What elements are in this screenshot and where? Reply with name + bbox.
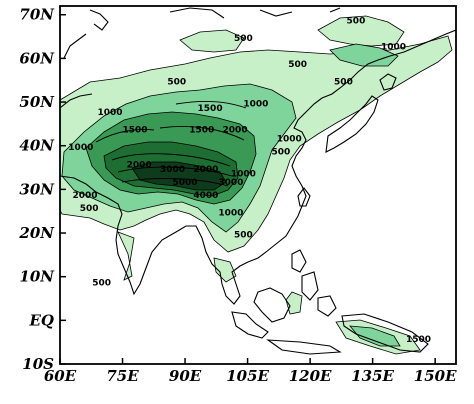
x-tick-label: 90E xyxy=(169,367,202,385)
y-axis: 70N 60N 50N 40N 30N 20N 10N EQ 10S xyxy=(18,6,66,373)
contour-value-label: 4000 xyxy=(193,191,218,201)
contour-value-label: 1500 xyxy=(123,126,148,136)
y-tick-label: EQ xyxy=(29,311,55,329)
x-tick-label: 150E xyxy=(414,367,457,385)
contour-value-label: 1500 xyxy=(198,104,223,114)
contour-value-label: 2000 xyxy=(127,161,152,171)
contour-value-label: 1500 xyxy=(406,335,431,345)
shading-level-5 xyxy=(131,161,227,191)
contour-value-label: 5000 xyxy=(173,178,198,188)
contour-value-label: 500 xyxy=(80,204,99,214)
map-frame xyxy=(59,5,457,365)
contour-lines xyxy=(95,100,247,187)
contour-value-label: 500 xyxy=(167,78,186,88)
x-tick-label: 120E xyxy=(289,367,332,385)
x-tick-label: 105E xyxy=(226,367,269,385)
contour-value-label: 1000 xyxy=(243,99,268,109)
contour-value-label: 500 xyxy=(288,60,307,70)
x-axis: 60E 75E 90E 105E 120E 135E 150E xyxy=(44,358,457,385)
contour-value-label: 1000 xyxy=(68,143,93,153)
contour-value-label: 1000 xyxy=(231,169,256,179)
contour-value-label: 2000 xyxy=(72,191,97,201)
y-tick-label: 60N xyxy=(19,49,55,67)
y-tick-label: 20N xyxy=(18,224,55,242)
contour-value-label: 3000 xyxy=(218,178,243,188)
contour-value-label: 500 xyxy=(347,16,366,26)
contour-value-label: 500 xyxy=(334,78,353,88)
contour-value-label: 500 xyxy=(92,278,111,288)
y-tick-label: 10S xyxy=(22,355,54,373)
y-tick-label: 40N xyxy=(19,137,55,155)
y-tick-label: 30N xyxy=(19,180,55,198)
y-tick-label: 10N xyxy=(19,268,55,286)
coastlines xyxy=(60,7,456,355)
x-tick-label: 60E xyxy=(44,367,77,385)
contour-value-label: 1000 xyxy=(381,43,406,53)
contour-value-label: 3000 xyxy=(160,165,185,175)
contour-value-label: 500 xyxy=(234,34,253,44)
y-tick-label: 70N xyxy=(19,6,55,24)
contour-value-label: 500 xyxy=(272,147,291,157)
y-tick-label: 50N xyxy=(19,93,55,111)
contour-value-label: 1000 xyxy=(97,108,122,118)
contour-value-label: 2000 xyxy=(223,126,248,136)
contour-value-label: 1500 xyxy=(189,126,214,136)
contour-value-label: 2000 xyxy=(193,165,218,175)
contour-value-label: 1000 xyxy=(218,209,243,219)
x-tick-label: 75E xyxy=(106,367,139,385)
contour-value-label: 500 xyxy=(234,230,253,240)
x-tick-label: 135E xyxy=(351,367,394,385)
contour-value-label: 1000 xyxy=(277,134,302,144)
